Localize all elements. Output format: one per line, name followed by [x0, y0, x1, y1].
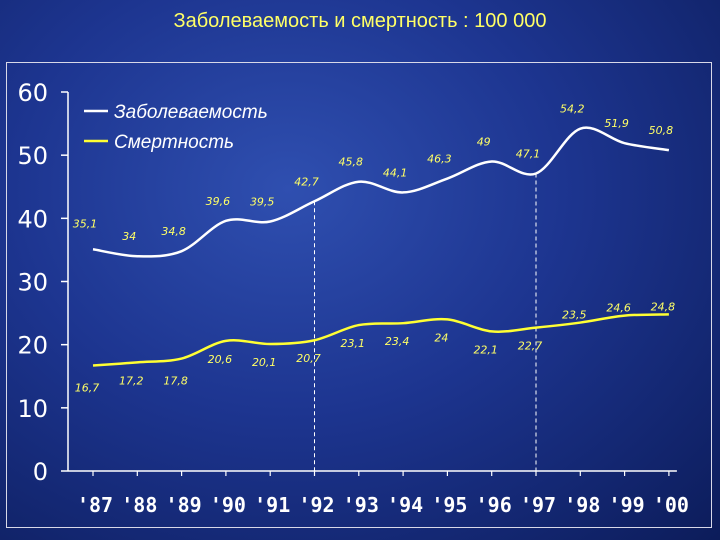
legend-label: Смертность: [114, 132, 234, 153]
x-tick-label: '99: [609, 493, 645, 517]
y-tick-label: 60: [17, 79, 48, 107]
x-tick-label: '90: [210, 493, 246, 517]
x-tick-label: '95: [431, 493, 467, 517]
data-label: 22,7: [518, 340, 543, 353]
data-label: 39,5: [250, 195, 275, 208]
data-label: 39,6: [206, 195, 231, 208]
x-tick-label: '89: [166, 493, 202, 517]
y-tick-label: 40: [17, 205, 48, 233]
data-label: 51,9: [604, 117, 629, 130]
x-tick-label: '93: [343, 493, 379, 517]
data-label: 20,1: [252, 356, 277, 369]
data-label: 17,2: [119, 374, 144, 387]
data-label: 34,8: [161, 225, 186, 238]
data-label: 45,8: [339, 156, 364, 169]
data-label: 23,4: [385, 335, 410, 348]
data-label: 17,8: [163, 375, 188, 388]
data-label: 23,5: [562, 309, 587, 322]
data-label: 22,1: [473, 343, 498, 356]
series-line: [92, 126, 670, 258]
y-tick-label: 0: [33, 458, 48, 486]
data-label: 16,7: [75, 382, 100, 395]
data-label: 35,1: [73, 217, 98, 230]
x-tick-label: '92: [298, 493, 334, 517]
series-line: [92, 313, 669, 367]
y-tick-label: 10: [17, 395, 48, 423]
data-label: 23,1: [341, 337, 366, 350]
x-tick-label: '87: [77, 493, 113, 517]
data-label: 49: [477, 135, 491, 148]
data-label: 42,7: [294, 175, 319, 188]
data-label: 44,1: [383, 166, 408, 179]
y-tick-label: 20: [17, 332, 48, 360]
x-tick-label: '91: [254, 493, 290, 517]
data-label: 24,6: [606, 302, 631, 315]
x-tick-label: '98: [564, 493, 600, 517]
x-tick-label: '00: [653, 493, 689, 517]
data-label: 34: [122, 230, 136, 243]
data-label: 24: [434, 331, 448, 344]
chart-frame: [6, 62, 712, 528]
data-label: 20,7: [296, 352, 321, 365]
x-tick-label: '88: [121, 493, 157, 517]
y-tick-label: 30: [17, 269, 48, 297]
data-label: 54,2: [560, 103, 585, 116]
x-tick-label: '96: [476, 493, 512, 517]
x-tick-label: '97: [520, 493, 556, 517]
legend-label: Заболеваемость: [114, 102, 268, 123]
chart-title: Заболеваемость и смертность : 100 000: [173, 10, 547, 32]
data-label: 47,1: [516, 147, 541, 160]
x-tick-label: '94: [387, 493, 423, 517]
data-label: 50,8: [649, 124, 674, 137]
data-label: 20,6: [208, 353, 233, 366]
data-label: 46,3: [427, 153, 452, 166]
y-tick-label: 50: [17, 142, 48, 170]
data-label: 24,8: [651, 300, 676, 313]
